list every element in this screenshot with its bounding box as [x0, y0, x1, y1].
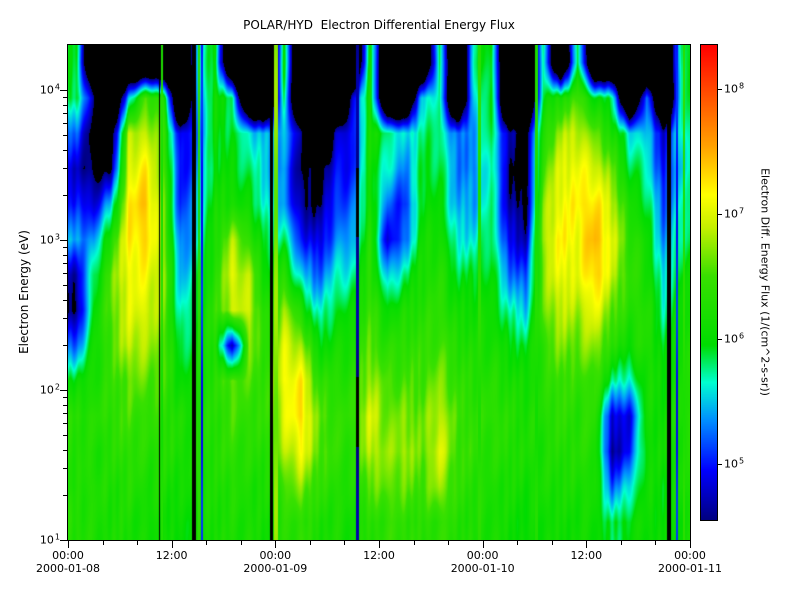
y-axis-major-tick: [60, 90, 67, 91]
y-axis-minor-tick: [63, 435, 67, 437]
y-axis-tick-label: 102: [39, 382, 60, 397]
colorbar-tick: [718, 463, 722, 465]
y-axis-major-tick: [60, 390, 67, 391]
x-axis-minor-tick: [551, 541, 553, 545]
y-axis-minor-tick: [63, 96, 67, 98]
x-axis-minor-tick: [344, 541, 346, 545]
y-axis-minor-tick: [63, 468, 67, 470]
y-axis-minor-tick: [63, 449, 67, 451]
x-axis-minor-tick: [620, 541, 622, 545]
y-axis-minor-tick: [63, 254, 67, 256]
x-axis-minor-tick: [137, 541, 139, 545]
x-axis-tick-label: 00:00: [259, 549, 292, 562]
colorbar-tick: [718, 338, 722, 340]
colorbar-tick-label: 106: [724, 331, 745, 346]
y-axis-minor-tick: [63, 168, 67, 170]
x-axis-minor-tick: [102, 541, 104, 545]
y-axis-minor-tick: [63, 135, 67, 137]
y-axis-major-tick: [60, 540, 67, 541]
y-axis-minor-tick: [63, 318, 67, 320]
y-axis-minor-tick: [63, 413, 67, 415]
x-axis-minor-tick: [206, 541, 208, 545]
x-axis-major-tick: [586, 541, 588, 548]
y-axis-tick-label: 104: [39, 82, 60, 97]
x-axis-major-tick: [68, 541, 69, 548]
colorbar: [700, 44, 718, 521]
chart-title: POLAR/HYD Electron Differential Energy F…: [243, 18, 515, 32]
x-axis-major-tick: [482, 541, 484, 548]
colorbar-tick-label: 107: [724, 206, 745, 221]
x-axis-date-label: 2000-01-10: [450, 562, 515, 575]
x-axis-minor-tick: [240, 541, 242, 545]
y-axis-minor-tick: [63, 104, 67, 106]
x-axis-major-tick: [690, 541, 691, 548]
colorbar-tick: [718, 213, 722, 215]
y-axis-minor-tick: [63, 299, 67, 301]
spectrogram-heatmap: [68, 45, 690, 540]
x-axis-date-label: 2000-01-09: [243, 562, 308, 575]
y-axis-minor-tick: [63, 285, 67, 287]
x-axis-major-tick: [171, 541, 173, 548]
x-axis-tick-label: 12:00: [570, 549, 603, 562]
y-axis-minor-tick: [63, 113, 67, 115]
y-axis-minor-tick: [63, 423, 67, 425]
x-axis-tick-label: 00:00: [466, 549, 499, 562]
y-axis-label: Electron Energy (eV): [17, 230, 31, 354]
y-axis-minor-tick: [63, 396, 67, 398]
y-axis-minor-tick: [63, 246, 67, 248]
y-axis-minor-tick: [63, 149, 67, 151]
y-axis-minor-tick: [63, 494, 67, 496]
x-axis-date-label: 2000-01-08: [36, 562, 100, 575]
y-axis-tick-label: 103: [39, 232, 60, 247]
colorbar-label: Electron Diff. Energy Flux (1/(cm^2-s-sr…: [758, 168, 772, 396]
colorbar-tick-label: 108: [724, 81, 745, 96]
y-axis-minor-tick: [63, 404, 67, 406]
x-axis-tick-label: 00:00: [52, 549, 84, 562]
x-axis-tick-label: 00:00: [674, 549, 706, 562]
x-axis-tick-label: 12:00: [155, 549, 188, 562]
colorbar-tick: [718, 88, 722, 90]
x-axis-minor-tick: [413, 541, 415, 545]
y-axis-minor-tick: [63, 123, 67, 125]
plot-area: [67, 44, 691, 541]
y-axis-minor-tick: [63, 273, 67, 275]
x-axis-tick-label: 12:00: [363, 549, 395, 562]
x-axis-minor-tick: [517, 541, 519, 545]
colorbar-tick-label: 105: [724, 456, 745, 471]
colorbar-gradient: [701, 45, 717, 520]
y-axis-minor-tick: [63, 194, 67, 196]
y-axis-tick-label: 101: [39, 532, 60, 547]
x-axis-major-tick: [275, 541, 277, 548]
x-axis-date-label: 2000-01-11: [658, 562, 722, 575]
y-axis-minor-tick: [63, 263, 67, 265]
x-axis-minor-tick: [448, 541, 450, 545]
y-axis-minor-tick: [63, 344, 67, 346]
x-axis-minor-tick: [309, 541, 311, 545]
x-axis-minor-tick: [655, 541, 657, 545]
y-axis-major-tick: [60, 240, 67, 241]
x-axis-major-tick: [379, 541, 380, 548]
